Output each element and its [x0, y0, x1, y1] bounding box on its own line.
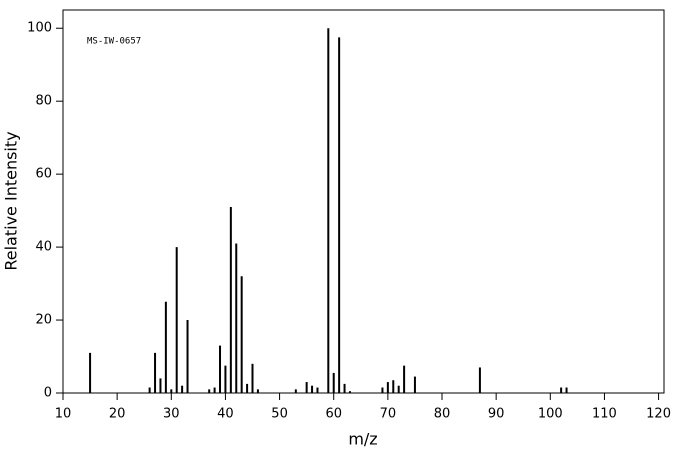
- x-tick-label: 100: [538, 407, 563, 422]
- x-tick-label: 120: [646, 407, 671, 422]
- x-tick-label: 70: [380, 407, 397, 422]
- y-tick-label: 60: [35, 167, 52, 182]
- x-tick-label: 50: [271, 407, 288, 422]
- y-axis-label: Relative Intensity: [2, 131, 21, 270]
- x-tick-label: 40: [217, 407, 234, 422]
- x-tick-label: 110: [592, 407, 617, 422]
- y-tick-label: 100: [27, 21, 52, 36]
- y-tick-label: 0: [44, 386, 52, 401]
- x-tick-label: 90: [488, 407, 505, 422]
- x-tick-label: 10: [55, 407, 72, 422]
- plot-frame: [62, 9, 665, 394]
- annotation: MS-IW-0657: [87, 37, 141, 47]
- x-axis-label: m/z: [348, 430, 377, 449]
- y-tick-label: 40: [35, 240, 52, 255]
- x-tick-label: 80: [434, 407, 451, 422]
- y-tick-label: 20: [35, 313, 52, 328]
- x-tick-label: 30: [163, 407, 180, 422]
- x-tick-label: 60: [325, 407, 342, 422]
- x-tick-label: 20: [109, 407, 126, 422]
- y-tick-label: 80: [35, 94, 52, 109]
